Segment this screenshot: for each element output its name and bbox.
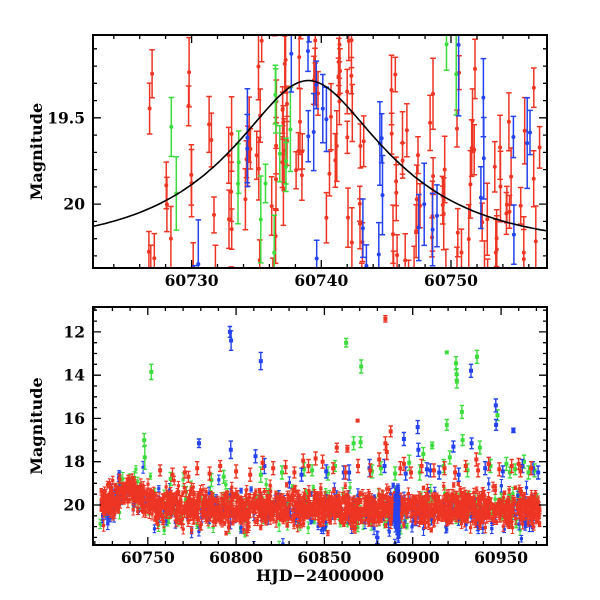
event-zoom-panel: 60730 60740 60750 19.5 20 Magnitude: [27, 34, 548, 290]
x-tick-label: 60730: [165, 271, 219, 290]
red-error-bars: [146, 35, 543, 268]
x-axis-label: HJD−2400000: [256, 566, 384, 585]
x-tick-label: 60950: [474, 548, 528, 567]
y-tick-label: 14: [63, 366, 85, 385]
panel-border: [92, 306, 548, 546]
y-tick-label: 19.5: [47, 108, 85, 127]
y-tick-label: 18: [63, 452, 85, 471]
y-tick-label: 12: [63, 322, 85, 341]
y-axis-label-event-zoom: Magnitude: [27, 103, 46, 200]
full-lightcurve-data-area: [98, 315, 542, 545]
x-tick-label: 60900: [386, 548, 440, 567]
blue-outlier-markers: [197, 329, 541, 477]
full-lightcurve-panel: 60750 60800 60850 60900 60950 12 14 16 18 20 Magni…: [27, 306, 548, 585]
axis-ticks: [93, 307, 547, 545]
x-tick-label: 60800: [209, 548, 263, 567]
blue-dense-night-markers: [393, 489, 401, 545]
y-tick-label: 20: [63, 195, 85, 214]
y-axis-label-full-lightcurve: Magnitude: [27, 377, 46, 474]
x-tick-label: 60750: [121, 548, 175, 567]
red-band-markers: [99, 476, 542, 535]
y-tick-label: 16: [63, 409, 85, 428]
y-tick-label: 20: [63, 496, 85, 515]
x-tick-label: 60850: [297, 548, 351, 567]
x-tick-label: 60750: [424, 271, 478, 290]
x-tick-label: 60740: [294, 271, 348, 290]
axis-ticks: [93, 35, 547, 268]
panel-border: [92, 34, 548, 269]
model-curve: [93, 79, 547, 232]
event-zoom-data-area: [93, 35, 547, 268]
